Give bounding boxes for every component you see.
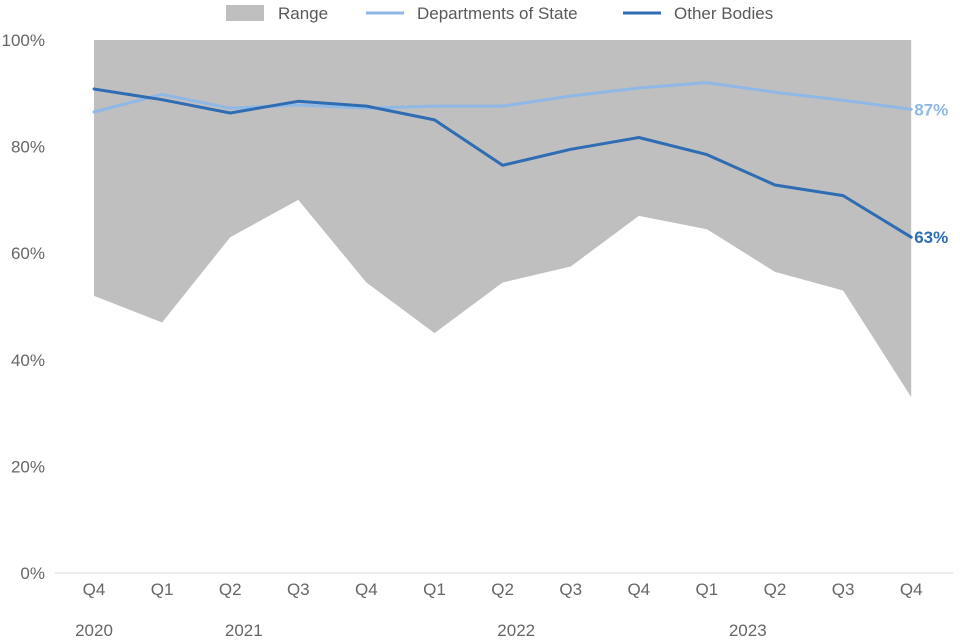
x-axis: Q4 Q1 Q2 Q3 Q4 Q1 Q2 Q3 Q4 Q1 Q2 Q3 Q4 2020 2021 2022 20…: [75, 580, 922, 640]
y-tick-label: 0%: [20, 564, 45, 583]
end-label-departments-of-state: 87%: [914, 100, 948, 119]
legend: Range Departments of State Other Bodies: [226, 4, 773, 23]
legend-swatch-range: [226, 5, 264, 21]
x-tick-label: Q2: [219, 580, 242, 599]
range-band: [94, 40, 912, 398]
end-label-other-bodies: 63%: [914, 228, 948, 247]
x-tick-label: Q2: [764, 580, 787, 599]
x-year-label: 2022: [497, 621, 535, 640]
x-tick-label: Q4: [900, 580, 923, 599]
series-line-departments-of-state: [92, 81, 913, 114]
y-tick-label: 40%: [11, 351, 45, 370]
x-year-label: 2023: [729, 621, 767, 640]
x-tick-label: Q1: [423, 580, 446, 599]
y-tick-label: 80%: [11, 138, 45, 157]
plot-area: [55, 40, 953, 574]
x-tick-label: Q3: [832, 580, 855, 599]
x-tick-label: Q3: [559, 580, 582, 599]
y-tick-label: 60%: [11, 244, 45, 263]
x-tick-label: Q3: [287, 580, 310, 599]
legend-label-range: Range: [278, 4, 328, 23]
end-labels: 87% 63%: [914, 100, 948, 247]
y-tick-label: 20%: [11, 457, 45, 476]
x-year-label: 2020: [75, 621, 113, 640]
legend-label-departments: Departments of State: [417, 4, 578, 23]
x-tick-label: Q4: [627, 580, 650, 599]
legend-label-other-bodies: Other Bodies: [674, 4, 773, 23]
x-tick-label: Q2: [491, 580, 514, 599]
x-tick-label: Q1: [151, 580, 174, 599]
series-line-other-bodies: [92, 87, 913, 239]
x-tick-label: Q1: [696, 580, 719, 599]
y-axis: 0% 20% 40% 60% 80% 100%: [2, 31, 45, 583]
y-tick-label: 100%: [2, 31, 45, 50]
x-tick-label: Q4: [355, 580, 378, 599]
x-year-label: 2021: [225, 621, 263, 640]
x-tick-label: Q4: [83, 580, 106, 599]
